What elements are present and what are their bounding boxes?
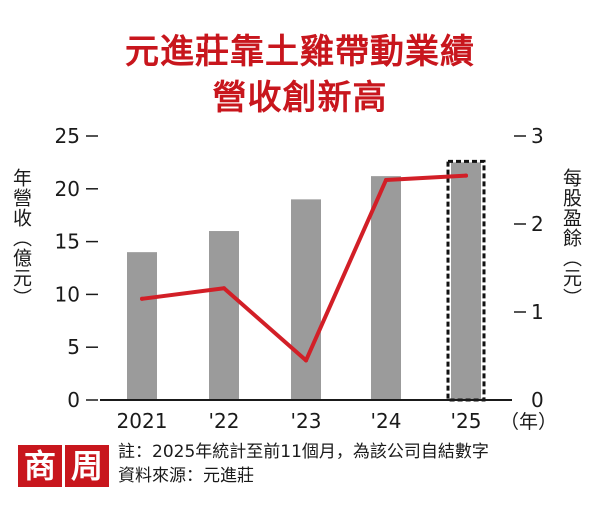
left-tick-label-5: 25 — [55, 124, 80, 148]
source-note: 資料來源：元進莊 — [118, 466, 254, 486]
x-tick-label-4: '25 — [451, 409, 482, 433]
footnote: 註：2025年統計至前11個月，為該公司自結數字 — [118, 442, 489, 462]
eps-point-1 — [222, 286, 226, 291]
left-axis-label: 年營收（億元） — [10, 168, 32, 308]
revenue-bar-1 — [209, 231, 239, 400]
x-tick-label-0: 2021 — [117, 409, 168, 433]
revenue-bar-4 — [451, 162, 481, 400]
chart-title-line-1: 元進莊靠土雞帶動業績 — [125, 32, 475, 72]
revenue-bar-3 — [371, 176, 401, 400]
combo-chart: 0 5 10 15 20 25 0 1 2 3 2021 '22 '23 '24 '25 （年） — [55, 124, 557, 433]
revenue-bar-2 — [291, 199, 321, 400]
right-axis-label: 每股盈餘（元） — [560, 168, 582, 308]
revenue-bar-0 — [127, 252, 157, 400]
x-tick-label-1: '22 — [209, 409, 240, 433]
left-tick-label-3: 15 — [55, 230, 80, 254]
left-tick-label-0: 0 — [67, 388, 80, 412]
logo-char-2: 周 — [65, 445, 109, 487]
eps-point-2 — [304, 358, 308, 363]
eps-point-0 — [140, 296, 144, 301]
right-tick-label-3: 3 — [531, 124, 544, 148]
publisher-logo: 商 周 — [18, 445, 109, 487]
chart-title-line-2: 營收創新高 — [212, 78, 388, 118]
x-tick-label-3: '24 — [371, 409, 402, 433]
right-tick-label-2: 2 — [531, 212, 544, 236]
right-tick-label-0: 0 — [531, 388, 544, 412]
eps-point-4 — [464, 173, 468, 178]
left-tick-label-2: 10 — [55, 282, 80, 306]
x-tick-label-2: '23 — [291, 409, 322, 433]
right-tick-label-1: 1 — [531, 300, 544, 324]
left-tick-label-1: 5 — [67, 335, 80, 359]
left-tick-label-4: 20 — [55, 177, 80, 201]
x-unit-label: （年） — [500, 411, 557, 433]
eps-point-3 — [384, 178, 388, 182]
logo-char-1: 商 — [18, 445, 62, 487]
